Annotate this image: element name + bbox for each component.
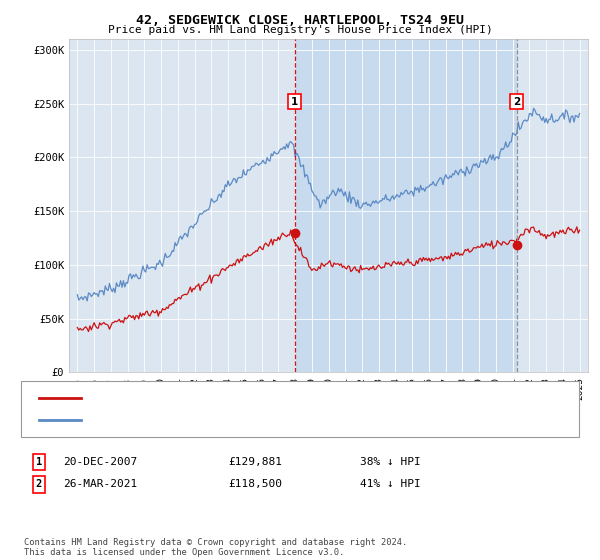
Text: HPI: Average price, detached house, Hartlepool: HPI: Average price, detached house, Hart… [90, 415, 377, 425]
Text: 41% ↓ HPI: 41% ↓ HPI [360, 479, 421, 489]
Text: 1: 1 [291, 96, 298, 106]
Text: 42, SEDGEWICK CLOSE, HARTLEPOOL, TS24 9EU: 42, SEDGEWICK CLOSE, HARTLEPOOL, TS24 9E… [136, 14, 464, 27]
Text: £129,881: £129,881 [228, 457, 282, 467]
Text: 26-MAR-2021: 26-MAR-2021 [63, 479, 137, 489]
Text: £118,500: £118,500 [228, 479, 282, 489]
Bar [295, 39, 517, 372]
Text: Price paid vs. HM Land Registry's House Price Index (HPI): Price paid vs. HM Land Registry's House … [107, 25, 493, 35]
Text: 2: 2 [36, 479, 42, 489]
Text: 2: 2 [513, 96, 520, 106]
Text: 20-DEC-2007: 20-DEC-2007 [63, 457, 137, 467]
Text: 1: 1 [36, 457, 42, 467]
Text: 38% ↓ HPI: 38% ↓ HPI [360, 457, 421, 467]
Text: 42, SEDGEWICK CLOSE, HARTLEPOOL, TS24 9EU (detached house): 42, SEDGEWICK CLOSE, HARTLEPOOL, TS24 9E… [90, 393, 452, 403]
Text: Contains HM Land Registry data © Crown copyright and database right 2024.
This d: Contains HM Land Registry data © Crown c… [24, 538, 407, 557]
